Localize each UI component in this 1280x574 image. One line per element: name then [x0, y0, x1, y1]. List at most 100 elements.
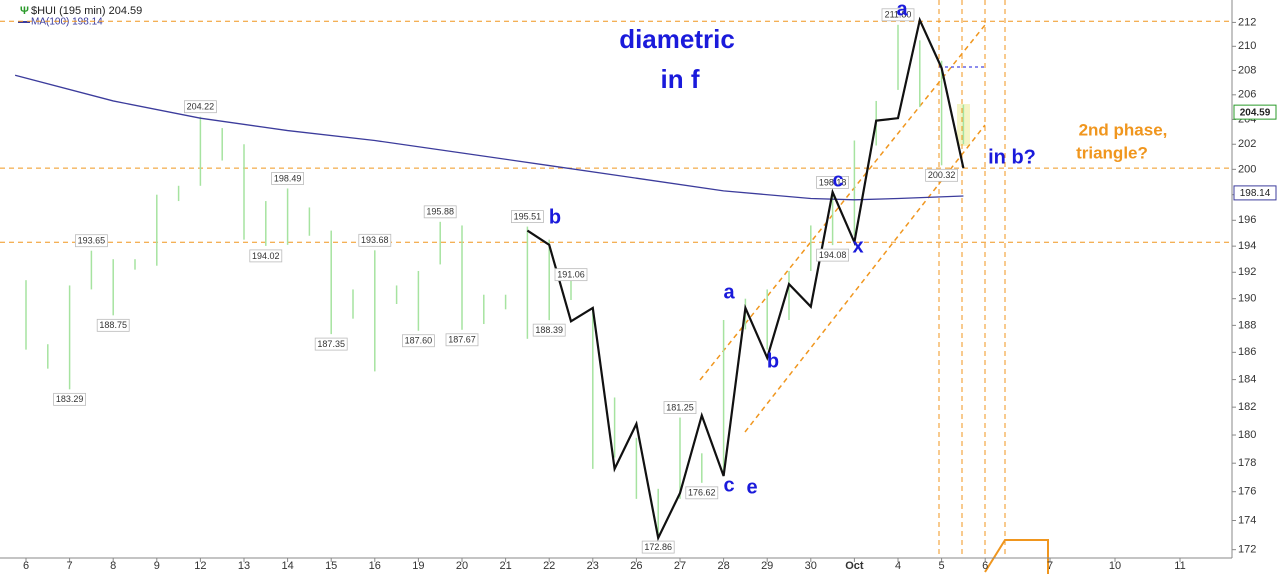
- wave-label: b: [549, 206, 561, 228]
- y-tick-label: 196: [1238, 214, 1256, 226]
- y-tick-label: 176: [1238, 486, 1256, 498]
- price-label: 198.49: [274, 173, 302, 183]
- y-tick-label: 172: [1238, 544, 1256, 556]
- price-label: 191.06: [557, 270, 585, 280]
- x-tick-label: 15: [325, 560, 337, 572]
- y-tick-label: 194: [1238, 240, 1256, 252]
- y-tick-label: 200: [1238, 163, 1256, 175]
- price-label: 204.22: [187, 102, 215, 112]
- price-label: 183.29: [56, 394, 84, 404]
- x-tick-label: 22: [543, 560, 555, 572]
- y-tick-label: 192: [1238, 266, 1256, 278]
- x-tick-label: 6: [23, 560, 29, 572]
- price-label-box: [510, 210, 544, 224]
- y-tick-label: 210: [1238, 40, 1256, 52]
- triangle-sketch: [984, 539, 1049, 574]
- x-tick-label: 9: [154, 560, 160, 572]
- x-tick-label: 27: [674, 560, 686, 572]
- y-tick-label: 212: [1238, 16, 1256, 28]
- annotation: triangle?: [1076, 143, 1148, 162]
- ma-last-box: [1233, 185, 1277, 201]
- wave-label: e: [746, 476, 757, 498]
- x-tick-label: 7: [67, 560, 73, 572]
- wave-label: c: [723, 474, 734, 496]
- price-label-box: [881, 8, 915, 22]
- price-label: 181.25: [666, 402, 694, 412]
- price-label-box: [314, 337, 348, 351]
- price-label: 193.65: [78, 236, 106, 246]
- y-tick-label: 208: [1238, 64, 1256, 76]
- price-label-box: [925, 168, 958, 182]
- x-tick-label: 4: [895, 560, 901, 572]
- x-tick-label: 16: [369, 560, 381, 572]
- price-label-box: [445, 333, 479, 347]
- annotation: 2nd phase,: [1079, 120, 1168, 139]
- price-label: 188.39: [535, 325, 563, 335]
- price-label: 188.75: [99, 320, 127, 330]
- price-label: 194.02: [252, 251, 280, 261]
- x-tick-label: 8: [110, 560, 116, 572]
- y-tick-label: 178: [1238, 457, 1256, 469]
- price-label-box: [401, 334, 435, 348]
- price-label-box: [358, 233, 392, 247]
- price-label: 172.86: [644, 542, 672, 552]
- x-tick-label: 13: [238, 560, 250, 572]
- y-tick-label: 202: [1238, 138, 1256, 150]
- price-label: 195.88: [426, 207, 454, 217]
- x-tick-label: 23: [587, 560, 599, 572]
- y-tick-label: 190: [1238, 293, 1256, 305]
- y-tick-label: 174: [1238, 514, 1256, 526]
- chart-title: $HUI (195 min) 204.59: [31, 5, 142, 17]
- annotation: in f: [661, 64, 700, 94]
- price-label: 195.51: [514, 211, 542, 221]
- y-tick-label: 184: [1238, 374, 1256, 386]
- price-label-box: [641, 540, 675, 554]
- price-label-box: [75, 234, 108, 248]
- price-label-box: [423, 205, 457, 219]
- wave-label: a: [723, 281, 735, 303]
- x-tick-label: 30: [805, 560, 817, 572]
- price-label: 198.18: [819, 177, 847, 187]
- ma-line: [14, 74, 964, 201]
- ma-last: 198.14: [1240, 188, 1271, 199]
- x-tick-label: 14: [281, 560, 293, 572]
- price-label: 200.32: [928, 170, 956, 180]
- y-tick-label: 180: [1238, 429, 1256, 441]
- x-tick-label: 10: [1109, 560, 1121, 572]
- price-label-box: [685, 486, 719, 500]
- logo: Ψ: [20, 5, 29, 17]
- wave-line: [526, 16, 965, 542]
- x-tick-label: 28: [717, 560, 729, 572]
- y-tick-label: 186: [1238, 346, 1256, 358]
- legend-label: MA(100) 198.14: [31, 17, 103, 28]
- x-tick-label: 20: [456, 560, 468, 572]
- price-label-box: [816, 175, 849, 189]
- x-tick-label: 29: [761, 560, 773, 572]
- x-tick-label: Oct: [845, 560, 864, 572]
- channel-upper: [699, 24, 986, 381]
- x-tick-label: 11: [1174, 560, 1185, 572]
- price-label-box: [53, 392, 86, 406]
- price-label: 187.67: [448, 335, 476, 345]
- price-label: 194.08: [819, 250, 847, 260]
- y-tick-label: 182: [1238, 401, 1256, 413]
- price-label: 193.68: [361, 235, 389, 245]
- last-price-box: [1233, 104, 1277, 120]
- x-tick-label: 12: [194, 560, 206, 572]
- x-tick-label: 7: [1047, 560, 1053, 572]
- price-label-box: [271, 172, 305, 185]
- y-tick-label: 188: [1238, 319, 1256, 331]
- price-label-box: [249, 249, 283, 263]
- wave-label: c: [832, 169, 843, 191]
- price-label-box: [816, 248, 849, 262]
- y-tick-label: 206: [1238, 89, 1256, 101]
- annotation: in b?: [988, 146, 1036, 168]
- wave-label: x: [852, 235, 863, 257]
- x-tick-label: 26: [630, 560, 642, 572]
- price-label: 187.60: [405, 336, 433, 346]
- price-label-box: [532, 323, 566, 337]
- price-label: 187.35: [317, 339, 345, 349]
- price-label-box: [183, 100, 217, 114]
